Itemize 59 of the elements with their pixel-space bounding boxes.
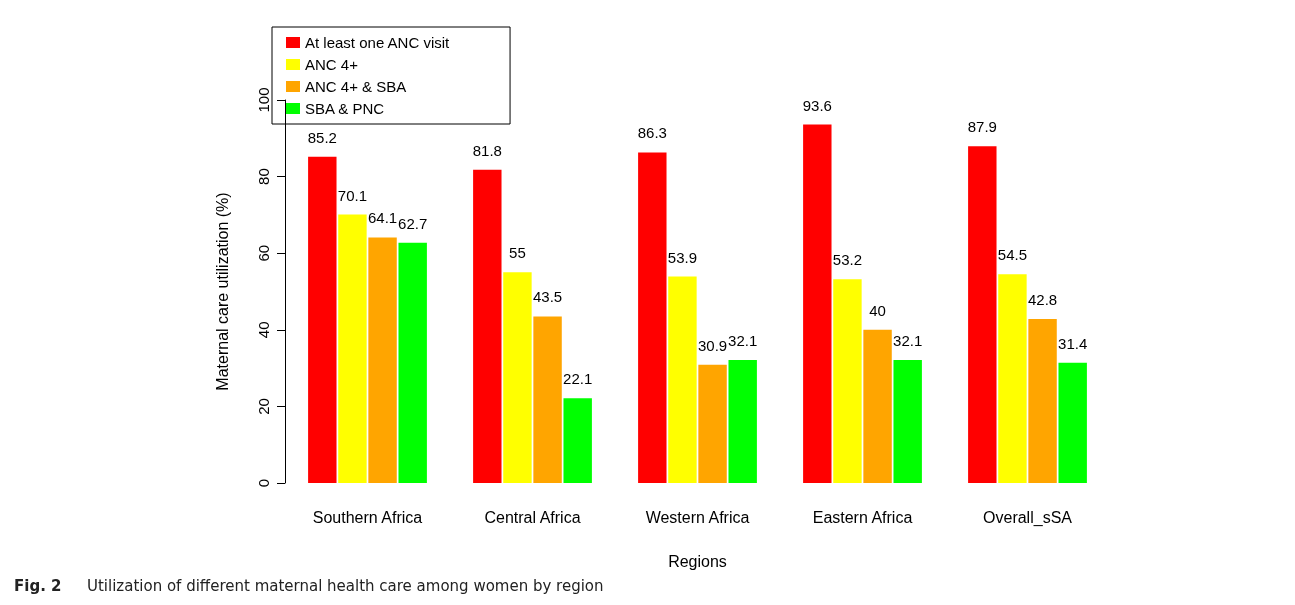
x-tick-label: Western Africa (645, 508, 750, 526)
y-tick-label: 80 (255, 168, 272, 185)
data-label: 93.6 (802, 96, 832, 114)
bar (803, 124, 832, 483)
caption: Fig. 2 (14, 576, 62, 595)
bar (638, 152, 667, 483)
data-label: 22.1 (563, 370, 593, 388)
data-label: 62.7 (398, 214, 428, 232)
y-tick-label: 0 (255, 478, 272, 488)
data-label: 32.1 (728, 332, 758, 350)
text: Utilization of different maternal health care among women by region (87, 576, 604, 595)
bar (503, 272, 532, 483)
data-label: 70.1 (337, 186, 368, 204)
data-label: 30.9 (697, 336, 728, 354)
x-tick-label: Overall_sSA (983, 508, 1073, 527)
bar (998, 274, 1027, 483)
data-label: 53.9 (667, 248, 698, 266)
data-label: 43.5 (532, 288, 563, 306)
bar (728, 360, 757, 483)
bar (863, 329, 892, 483)
data-label: 86.3 (637, 124, 667, 142)
data-label: 81.8 (472, 141, 502, 159)
bar (1058, 362, 1087, 483)
data-label: 31.4 (1058, 334, 1088, 352)
y-tick-label: 20 (255, 398, 272, 415)
bar (698, 364, 727, 483)
bar (668, 276, 697, 483)
bar (473, 169, 502, 483)
legend-label: SBA & PNC (305, 100, 385, 117)
x-tick-label: Eastern Africa (812, 508, 913, 526)
bar (833, 279, 862, 483)
y-tick-label: 60 (255, 244, 272, 262)
data-label: 32.1 (893, 332, 923, 350)
data-label: 85.2 (307, 128, 337, 146)
y-tick-label: 40 (255, 321, 272, 339)
legend-label: At least one ANC visit (305, 34, 451, 51)
data-label: 55 (509, 244, 526, 262)
y-tick-label: 100 (255, 87, 272, 113)
bar (533, 316, 562, 483)
data-label: 40 (869, 301, 886, 319)
data-label: 54.5 (997, 246, 1028, 264)
bar (563, 398, 592, 483)
legend-label: ANC 4+ & SBA (305, 78, 407, 95)
data-label: 64.1 (367, 209, 398, 227)
bar (968, 146, 997, 483)
x-axis-title: Regions (668, 552, 727, 570)
y-axis-title: Maternal care utilization (%) (213, 192, 231, 391)
bar (893, 360, 922, 483)
data-label: 42.8 (1027, 291, 1058, 309)
bar (338, 214, 367, 483)
legend-label: ANC 4+ (305, 56, 359, 73)
x-tick-label: Southern Africa (312, 508, 423, 526)
bar (398, 242, 427, 483)
bar (308, 156, 337, 483)
data-label: 87.9 (967, 118, 997, 136)
data-label: 53.2 (832, 251, 863, 269)
bar (368, 237, 397, 483)
bar (1028, 319, 1057, 483)
x-tick-label: Central Africa (484, 508, 581, 526)
